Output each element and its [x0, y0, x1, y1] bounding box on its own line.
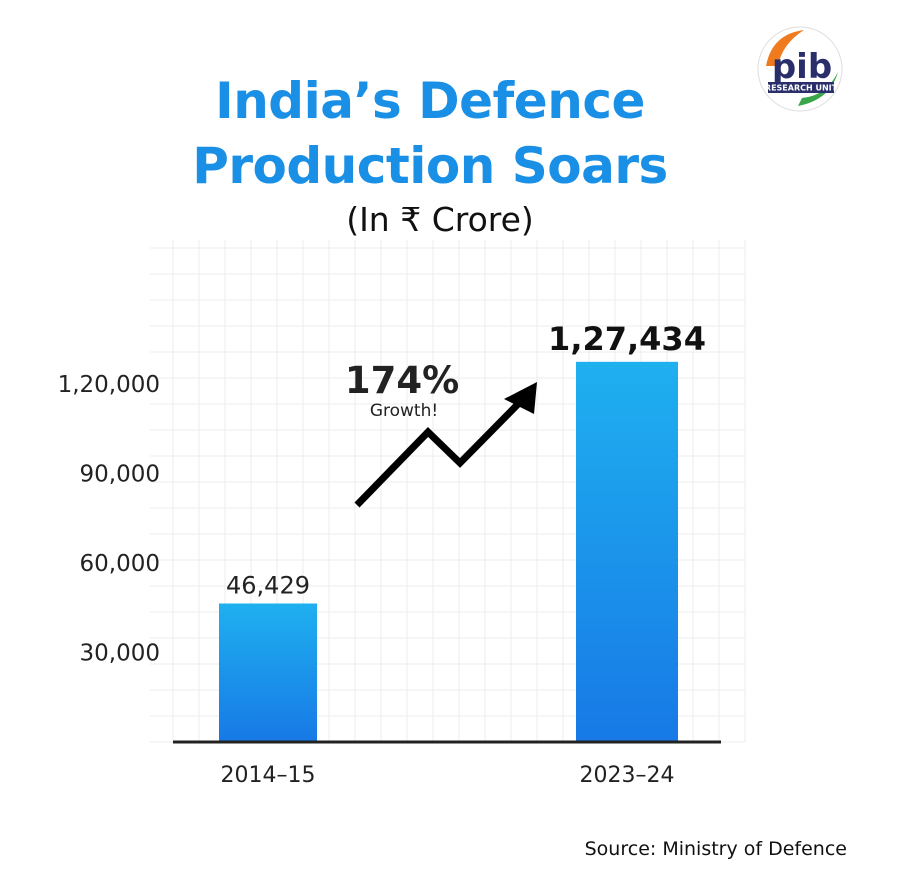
- growth-arrowhead: [504, 382, 537, 414]
- growth-arrow: [354, 397, 525, 508]
- bars: [219, 361, 678, 742]
- data-labels: 46,429 1,27,434: [226, 320, 706, 600]
- growth-label: Growth!: [370, 401, 438, 421]
- x-tick-labels: 2014–15 2023–24: [221, 763, 675, 788]
- logo-text: pib: [772, 47, 832, 87]
- x-tick-label-1: 2014–15: [221, 763, 316, 788]
- x-tick-label-2: 2023–24: [580, 763, 675, 788]
- y-tick-label-2: 60,000: [80, 551, 160, 577]
- bar-2: [576, 361, 678, 742]
- bar-1: [219, 603, 317, 742]
- y-tick-label-1: 30,000: [80, 641, 160, 667]
- source-note: Source: Ministry of Defence: [584, 838, 847, 860]
- bar-value-label-1: 46,429: [226, 571, 310, 599]
- y-tick-label-4: 1,20,000: [58, 372, 160, 398]
- pib-logo: pib RESEARCH UNIT: [757, 26, 843, 112]
- growth-value: 174%: [345, 359, 459, 402]
- title-line-1: India’s Defence: [215, 72, 645, 130]
- bar-value-label-2: 1,27,434: [548, 320, 706, 358]
- y-tick-labels: 30,000 60,000 90,000 1,20,000: [58, 372, 160, 667]
- subtitle: (In ₹ Crore): [346, 200, 534, 239]
- title-line-2: Production Soars: [192, 137, 668, 195]
- y-tick-label-3: 90,000: [80, 462, 160, 488]
- logo-band-text: RESEARCH UNIT: [765, 84, 838, 93]
